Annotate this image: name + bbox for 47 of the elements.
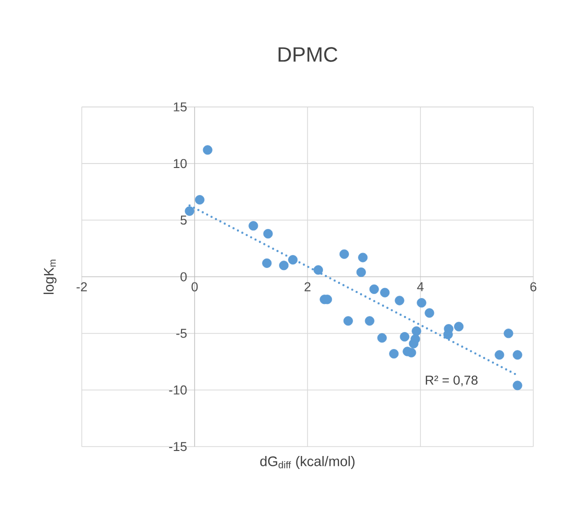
point	[416, 298, 426, 308]
point	[364, 316, 374, 326]
point	[400, 332, 410, 342]
point	[394, 296, 404, 306]
point	[314, 265, 324, 275]
y-axis-title: logK$_{m}$	[44, 260, 56, 294]
point	[184, 206, 194, 216]
y-tick-label: 5	[180, 216, 187, 225]
y-tick-label: 15	[174, 102, 187, 112]
point	[339, 249, 349, 259]
y-tick-label: -5	[176, 328, 187, 338]
x-tick-label: -2	[76, 282, 87, 292]
point	[343, 316, 353, 326]
point	[288, 255, 298, 265]
y-tick-label: -15	[169, 442, 187, 452]
point	[512, 350, 522, 360]
annotation: R² = 0,78	[426, 376, 478, 386]
point	[248, 221, 258, 231]
point	[454, 322, 464, 332]
point	[369, 284, 379, 294]
point	[358, 252, 368, 262]
point	[356, 267, 366, 277]
point	[512, 380, 522, 390]
point	[262, 258, 272, 268]
point	[380, 288, 390, 298]
y-tick-label: 10	[174, 158, 187, 168]
y-tick-label: 0	[180, 272, 187, 282]
point	[408, 338, 418, 348]
point	[202, 145, 212, 155]
point	[402, 346, 412, 356]
point	[263, 228, 273, 238]
x-axis-title: dG$_{diff}$ (kcal/mol)	[260, 456, 355, 469]
x-tick-label: 6	[530, 282, 536, 292]
point	[424, 308, 434, 318]
point	[279, 260, 289, 270]
point	[443, 330, 453, 340]
point	[389, 348, 399, 359]
point	[412, 326, 422, 336]
point	[377, 333, 387, 343]
x-tick-label: 0	[192, 282, 198, 292]
x-tick-label: 4	[417, 282, 424, 292]
point	[494, 350, 504, 360]
y-tick-label: -10	[169, 385, 187, 395]
point	[194, 195, 204, 205]
point	[504, 328, 514, 338]
x-tick-label: 2	[304, 282, 310, 292]
chart-title: DPMC	[278, 47, 338, 62]
